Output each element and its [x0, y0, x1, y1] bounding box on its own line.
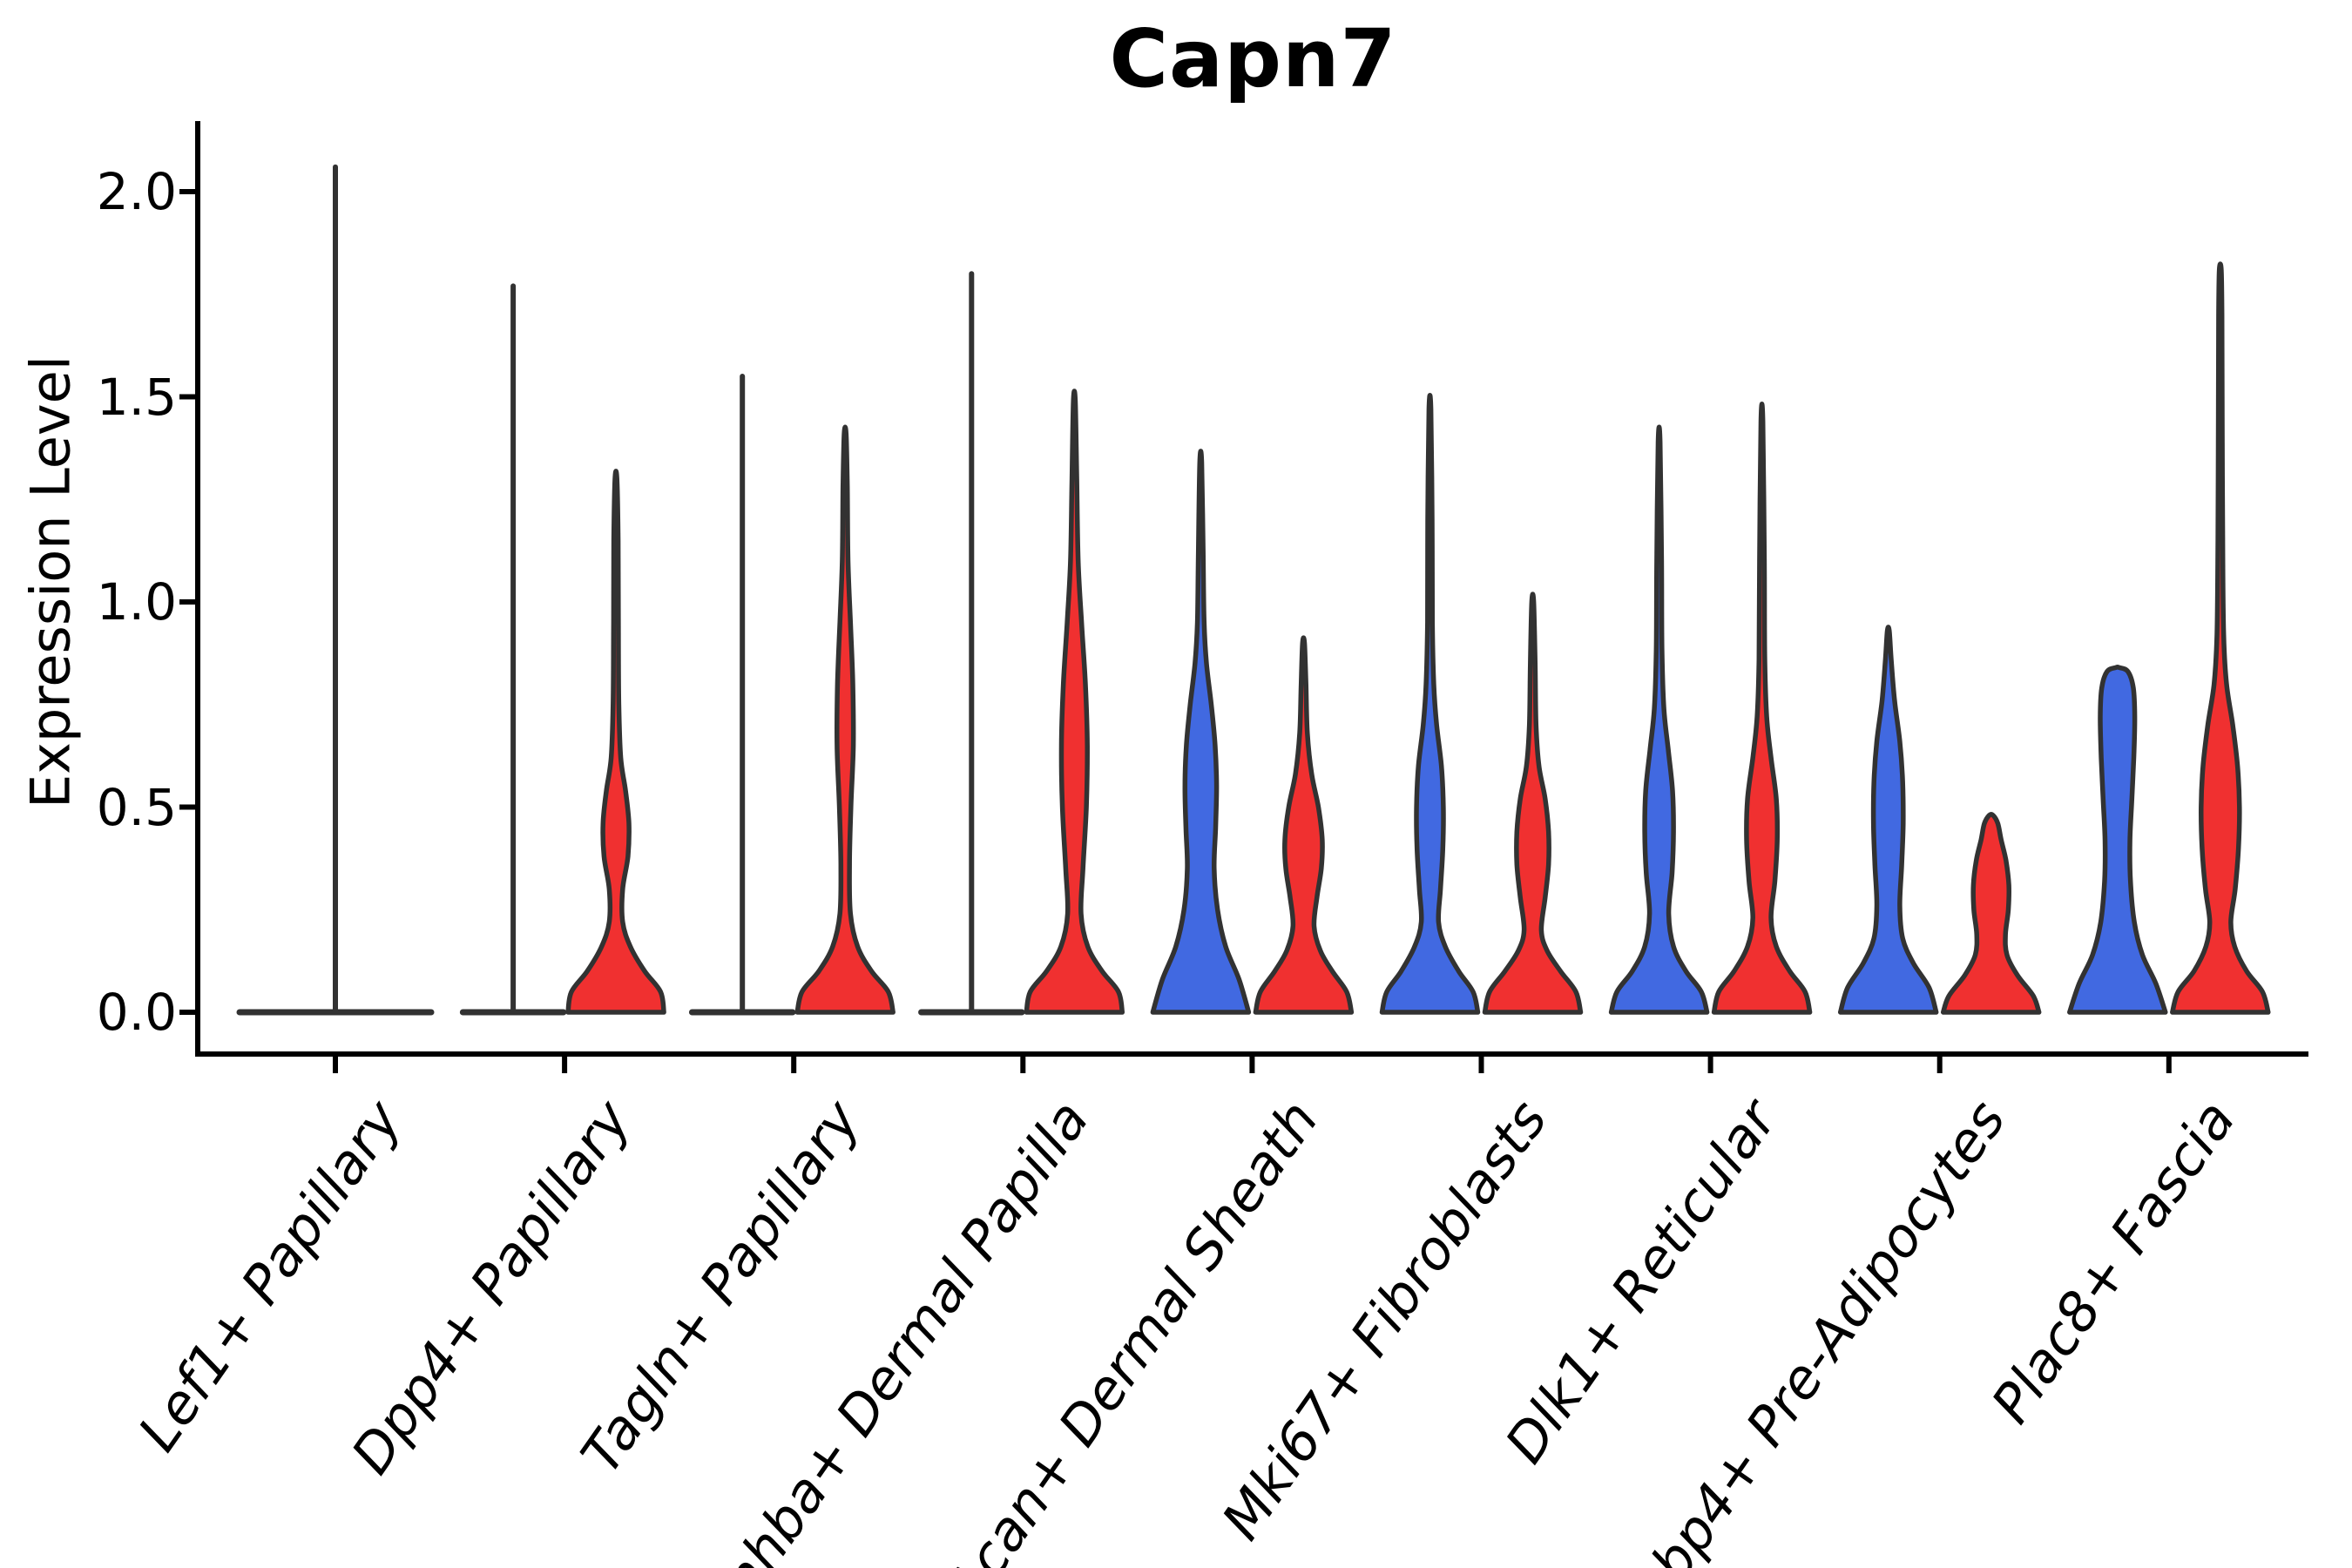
violin-fabp4-pre-adipocytes-right-red: [1940, 812, 2042, 1015]
violin-mki67-fibroblasts-right-red: [1482, 591, 1584, 1015]
violin-dlk1-reticular-left-blue: [1608, 424, 1710, 1015]
violin-dlk1-reticular-right-red: [1711, 402, 1813, 1015]
violin-plac8-fascia-left-blue: [2067, 665, 2168, 1015]
violin-mki67-fibroblasts-left-blue: [1379, 392, 1481, 1015]
violin-acan-dermal-sheath-left-blue: [1150, 449, 1252, 1015]
violin-tagln-papillary-right-red: [794, 424, 896, 1015]
y-tick-label-2.0: 2.0: [96, 162, 177, 221]
violin-dpp4-papillary-right-red: [565, 469, 666, 1015]
y-tick-label-1.0: 1.0: [96, 572, 177, 632]
y-tick-label-0.0: 0.0: [96, 983, 177, 1042]
chart-title: Capn7: [1109, 12, 1397, 105]
violin-plac8-fascia-right-red: [2170, 261, 2271, 1015]
violin-fabp4-pre-adipocytes-left-blue: [1837, 625, 1939, 1015]
violin-acan-dermal-sheath-right-red: [1253, 635, 1355, 1015]
y-tick-label-0.5: 0.5: [96, 777, 177, 837]
violin-inhba-dermal-papilla-right-red: [1024, 389, 1125, 1015]
y-tick-label-1.5: 1.5: [96, 367, 177, 427]
y-axis-label: Expression Level: [18, 355, 83, 808]
